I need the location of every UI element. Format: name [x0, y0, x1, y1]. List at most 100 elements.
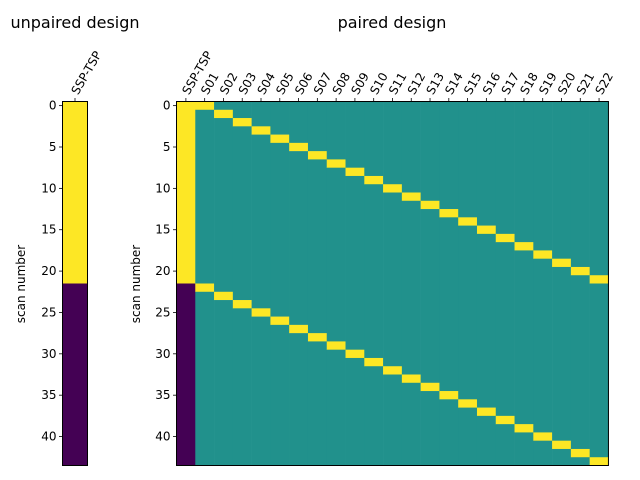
paired-cell-S19-rows-19-39 [533, 258, 553, 433]
paired-xtick-label-S10: S10 [367, 70, 391, 97]
paired-ytick-label-5: 5 [163, 140, 171, 154]
paired-xtick-label-S17: S17 [499, 70, 523, 97]
paired-ytick-label-0: 0 [163, 99, 171, 113]
paired-cell-S07-rows-0-5 [307, 101, 328, 152]
paired-cell-S06-rows-6-26 [289, 151, 309, 326]
paired-cell-S16-rows-16-36 [476, 233, 497, 408]
unpaired-ytick-label-25: 25 [41, 305, 56, 319]
paired-cell-S09-rows-30-30 [345, 349, 365, 359]
paired-cell-S10-rows-10-30 [364, 184, 384, 359]
paired-xtick-label-S18: S18 [517, 70, 541, 97]
paired-cell-S21-rows-20-20 [570, 266, 590, 276]
paired-xtick-label-S19: S19 [536, 70, 560, 97]
paired-cell-S03-rows-2-2 [232, 118, 252, 127]
paired-cell-S03-rows-0-1 [232, 101, 252, 119]
paired-xtick-label-S03: S03 [236, 70, 260, 97]
paired-cell-S20-rows-41-41 [552, 440, 572, 450]
paired-xtick-label-S04: S04 [254, 70, 278, 97]
paired-cell-S13-rows-35-43 [420, 391, 440, 466]
paired-cell-SSP-TSP-rows-0-21 [176, 101, 196, 284]
paired-cell-S19-rows-40-40 [533, 432, 553, 441]
paired-cell-S18-rows-18-38 [514, 250, 534, 425]
paired-xtick-label-S07: S07 [311, 70, 335, 97]
paired-cell-S01-rows-22-22 [195, 283, 215, 293]
paired-xtick-label-S11: S11 [386, 70, 410, 97]
paired-cell-S08-rows-8-28 [326, 167, 346, 342]
paired-xtick-label-S22: S22 [593, 70, 617, 97]
paired-cell-S02-rows-23-23 [214, 291, 234, 301]
paired-cell-S18-rows-40-43 [514, 432, 534, 466]
paired-cell-S16-rows-37-37 [476, 407, 497, 417]
unpaired-heatmap-cells [62, 101, 88, 466]
paired-cell-S02-rows-24-43 [214, 300, 234, 466]
paired-cell-S20-rows-20-40 [552, 266, 572, 441]
paired-cell-S14-rows-35-35 [439, 391, 459, 400]
paired-cell-S11-rows-0-9 [383, 101, 403, 185]
paired-cell-S04-rows-3-3 [251, 126, 271, 135]
paired-cell-S04-rows-0-2 [251, 101, 271, 127]
paired-cell-S09-rows-0-7 [345, 101, 365, 168]
paired-cell-S17-rows-39-43 [495, 424, 515, 466]
paired-cell-SSP-TSP-rows-22-43 [176, 283, 196, 466]
unpaired-y-axis-label: scan number [14, 245, 28, 324]
paired-xtick-label-S15: S15 [461, 70, 485, 97]
paired-xtick-label-S20: S20 [555, 70, 579, 97]
paired-ytick-label-40: 40 [155, 430, 170, 444]
paired-cell-S19-rows-0-17 [533, 101, 553, 251]
paired-cell-S06-rows-0-4 [289, 101, 309, 144]
paired-cell-S05-rows-26-26 [270, 316, 290, 326]
unpaired-ytick-label-35: 35 [41, 388, 56, 402]
paired-cell-S11-rows-33-43 [383, 374, 403, 466]
paired-cell-S18-rows-39-39 [514, 424, 534, 433]
paired-cell-S06-rows-5-5 [289, 142, 309, 152]
unpaired-ytick-label-15: 15 [41, 223, 56, 237]
paired-cell-S01-rows-23-43 [195, 291, 215, 466]
paired-cell-S04-rows-26-43 [251, 316, 271, 466]
unpaired-ytick-label-20: 20 [41, 264, 56, 278]
paired-cell-S02-rows-2-22 [214, 118, 234, 293]
paired-cell-S14-rows-0-12 [439, 101, 459, 210]
paired-cell-S14-rows-36-43 [439, 399, 459, 466]
paired-cell-S14-rows-13-13 [439, 209, 459, 218]
paired-cell-S20-rows-42-43 [552, 448, 572, 466]
paired-cell-S13-rows-13-33 [420, 209, 440, 384]
paired-xtick-label-S09: S09 [348, 70, 372, 97]
unpaired-ytick-label-5: 5 [49, 140, 57, 154]
paired-xtick-label-S21: S21 [574, 70, 598, 97]
paired-cell-S22-rows-22-42 [589, 283, 609, 458]
paired-cell-S12-rows-34-43 [401, 382, 421, 466]
paired-cell-S17-rows-38-38 [495, 415, 515, 425]
paired-cell-S08-rows-7-7 [326, 159, 346, 168]
paired-cell-S15-rows-36-36 [458, 399, 478, 408]
paired-xtick-label-S05: S05 [273, 70, 297, 97]
paired-xtick-label-S06: S06 [292, 70, 316, 97]
paired-cell-S19-rows-18-18 [533, 250, 553, 259]
paired-cell-S21-rows-21-41 [570, 275, 590, 450]
unpaired-ytick-label-10: 10 [41, 181, 56, 195]
paired-ytick-label-15: 15 [155, 223, 170, 237]
paired-cell-S05-rows-4-4 [270, 134, 290, 144]
paired-cell-S04-rows-25-25 [251, 308, 271, 317]
paired-cell-S11-rows-10-10 [383, 184, 403, 193]
paired-ytick-label-35: 35 [155, 388, 170, 402]
paired-cell-S01-rows-1-21 [195, 109, 215, 284]
paired-cell-S18-rows-0-16 [514, 101, 534, 243]
unpaired-ytick-label-30: 30 [41, 347, 56, 361]
paired-cell-S12-rows-11-11 [401, 192, 421, 202]
unpaired-xtick-label-SSP-TSP: SSP-TSP [68, 49, 104, 97]
paired-cell-S10-rows-9-9 [364, 175, 384, 185]
paired-ytick-label-20: 20 [155, 264, 170, 278]
paired-cell-S06-rows-27-27 [289, 324, 309, 334]
paired-cell-S07-rows-6-6 [307, 151, 328, 160]
paired-cell-S21-rows-42-42 [570, 448, 590, 458]
paired-xtick-label-S12: S12 [405, 70, 429, 97]
unpaired-design-panel: unpaired design SSP-TSP 0 5 10 15 20 25 30 35 40… [10, 13, 140, 466]
paired-cell-S21-rows-0-19 [570, 101, 590, 268]
paired-cell-S15-rows-14-14 [458, 217, 478, 226]
paired-x-ticks: SSP-TSPS01S02S03S04S05S06S07S08S09S10S11… [179, 49, 616, 102]
paired-xtick-label-S02: S02 [217, 70, 241, 97]
unpaired-y-ticks: 0 5 10 15 20 25 30 35 40 [41, 99, 63, 444]
paired-cell-S01-rows-0-0 [195, 101, 215, 111]
paired-cell-S10-rows-31-31 [364, 357, 384, 367]
